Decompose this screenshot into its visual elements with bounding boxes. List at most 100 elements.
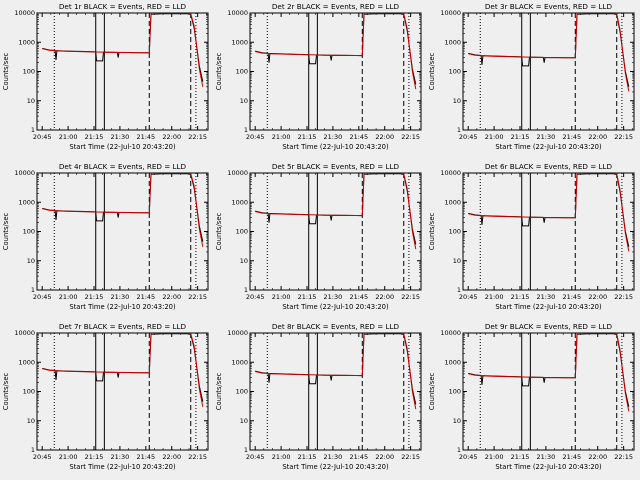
- y-tick-label: 1: [457, 126, 461, 134]
- y-tick-label: 10: [453, 97, 461, 105]
- x-tick-label: 21:00: [272, 133, 291, 141]
- chart-svg-7r: 1 10 100 1000 10000 20:45 21:00 21:15 21:30 21:45…: [2, 322, 209, 471]
- y-tick-label: 10000: [14, 169, 35, 177]
- y-tick-label: 10: [453, 257, 461, 265]
- chart-det-4r: 1 10 100 1000 10000 20:45 21:00 21:15 21:30 21:45…: [0, 160, 213, 320]
- y-tick-label: 1000: [18, 198, 35, 206]
- x-tick-label: 21:15: [511, 293, 530, 301]
- y-tick-label: 1: [457, 286, 461, 294]
- y-tick-label: 100: [236, 388, 248, 396]
- chart-svg-1r: 1 10 100 1000 10000 20:45 21:00 21:15 21:30 21:45…: [2, 2, 209, 151]
- series-events-line: [42, 333, 204, 402]
- y-tick-label: 10000: [440, 329, 461, 337]
- y-tick-label: 100: [449, 68, 461, 76]
- chart-title: Det 3r BLACK = Events, RED = LLD: [485, 2, 613, 11]
- x-tick-label: 21:45: [349, 453, 368, 461]
- x-tick-label: 21:15: [511, 133, 530, 141]
- y-tick-label: 1: [31, 446, 35, 454]
- x-tick-label: 22:15: [401, 453, 420, 461]
- x-tick-label: 21:15: [85, 293, 104, 301]
- x-tick-label: 21:30: [324, 133, 343, 141]
- y-axis-label: Counts/sec: [2, 373, 10, 411]
- x-tick-label: 22:00: [162, 453, 181, 461]
- x-tick-label: 21:00: [59, 133, 78, 141]
- x-tick-label: 21:45: [562, 453, 581, 461]
- series-lld-line: [468, 173, 630, 252]
- y-tick-label: 1000: [231, 358, 248, 366]
- y-tick-label: 10000: [227, 169, 248, 177]
- x-axis-label: Start Time (22-Jul-10 20:43:20): [69, 143, 176, 151]
- x-tick-label: 20:45: [33, 133, 52, 141]
- y-tick-label: 10000: [14, 329, 35, 337]
- x-tick-label: 21:00: [272, 453, 291, 461]
- y-tick-label: 1: [31, 126, 35, 134]
- x-tick-label: 21:30: [324, 453, 343, 461]
- x-tick-label: 22:00: [588, 453, 607, 461]
- y-axis-label: Counts/sec: [428, 373, 436, 411]
- y-tick-label: 100: [449, 388, 461, 396]
- series-events-line: [255, 13, 417, 85]
- x-tick-label: 21:00: [485, 133, 504, 141]
- x-tick-label: 21:30: [537, 453, 556, 461]
- x-tick-label: 21:30: [324, 293, 343, 301]
- x-tick-label: 20:45: [33, 293, 52, 301]
- chart-svg-6r: 1 10 100 1000 10000 20:45 21:00 21:15 21:30 21:45…: [428, 162, 635, 311]
- y-tick-label: 10000: [227, 329, 248, 337]
- y-tick-label: 1000: [444, 38, 461, 46]
- series-events-line: [255, 333, 417, 405]
- chart-svg-4r: 1 10 100 1000 10000 20:45 21:00 21:15 21:30 21:45…: [2, 162, 209, 311]
- x-tick-label: 22:00: [375, 453, 394, 461]
- y-axis-label: Counts/sec: [215, 53, 223, 91]
- y-tick-label: 10000: [14, 9, 35, 17]
- x-tick-label: 21:15: [298, 453, 317, 461]
- chart-title: Det 5r BLACK = Events, RED = LLD: [272, 162, 400, 171]
- x-tick-label: 22:00: [375, 293, 394, 301]
- chart-svg-9r: 1 10 100 1000 10000 20:45 21:00 21:15 21:30 21:45…: [428, 322, 635, 471]
- y-axis-label: Counts/sec: [215, 213, 223, 251]
- y-tick-label: 1000: [444, 198, 461, 206]
- y-tick-label: 10: [240, 257, 248, 265]
- chart-svg-2r: 1 10 100 1000 10000 20:45 21:00 21:15 21:30 21:45…: [215, 2, 422, 151]
- y-tick-label: 10: [240, 417, 248, 425]
- x-axis-label: Start Time (22-Jul-10 20:43:20): [69, 303, 176, 311]
- x-axis-label: Start Time (22-Jul-10 20:43:20): [495, 303, 602, 311]
- chart-title: Det 4r BLACK = Events, RED = LLD: [59, 162, 187, 171]
- y-axis-label: Counts/sec: [2, 53, 10, 91]
- y-tick-label: 1000: [18, 358, 35, 366]
- y-tick-label: 1: [31, 286, 35, 294]
- x-tick-label: 20:45: [246, 453, 265, 461]
- x-tick-label: 22:15: [614, 293, 633, 301]
- y-axis-label: Counts/sec: [2, 213, 10, 251]
- x-tick-label: 22:15: [401, 133, 420, 141]
- x-axis-label: Start Time (22-Jul-10 20:43:20): [495, 463, 602, 471]
- chart-title: Det 7r BLACK = Events, RED = LLD: [59, 322, 187, 331]
- x-tick-label: 22:00: [162, 133, 181, 141]
- series-lld-line: [255, 333, 417, 410]
- x-tick-label: 21:15: [85, 133, 104, 141]
- x-tick-label: 20:45: [459, 453, 478, 461]
- y-tick-label: 100: [23, 68, 35, 76]
- series-events-line: [255, 173, 417, 245]
- chart-det-6r: 1 10 100 1000 10000 20:45 21:00 21:15 21:30 21:45…: [426, 160, 639, 320]
- y-tick-label: 1: [244, 446, 248, 454]
- x-tick-label: 22:15: [614, 453, 633, 461]
- y-tick-label: 100: [23, 388, 35, 396]
- x-tick-label: 21:30: [537, 293, 556, 301]
- x-tick-label: 22:15: [614, 133, 633, 141]
- y-axis-label: Counts/sec: [428, 213, 436, 251]
- x-axis-label: Start Time (22-Jul-10 20:43:20): [282, 463, 389, 471]
- x-tick-label: 21:45: [349, 133, 368, 141]
- y-tick-label: 10000: [227, 9, 248, 17]
- x-tick-label: 21:45: [349, 293, 368, 301]
- x-tick-label: 21:45: [562, 133, 581, 141]
- y-tick-label: 100: [449, 228, 461, 236]
- x-tick-label: 22:00: [162, 293, 181, 301]
- x-tick-label: 21:15: [298, 133, 317, 141]
- y-tick-label: 1: [244, 126, 248, 134]
- x-axis-label: Start Time (22-Jul-10 20:43:20): [495, 143, 602, 151]
- x-tick-label: 21:00: [272, 293, 291, 301]
- series-events-line: [42, 173, 204, 242]
- chart-det-1r: 1 10 100 1000 10000 20:45 21:00 21:15 21:30 21:45…: [0, 0, 213, 160]
- series-lld-line: [255, 173, 417, 250]
- y-tick-label: 100: [236, 68, 248, 76]
